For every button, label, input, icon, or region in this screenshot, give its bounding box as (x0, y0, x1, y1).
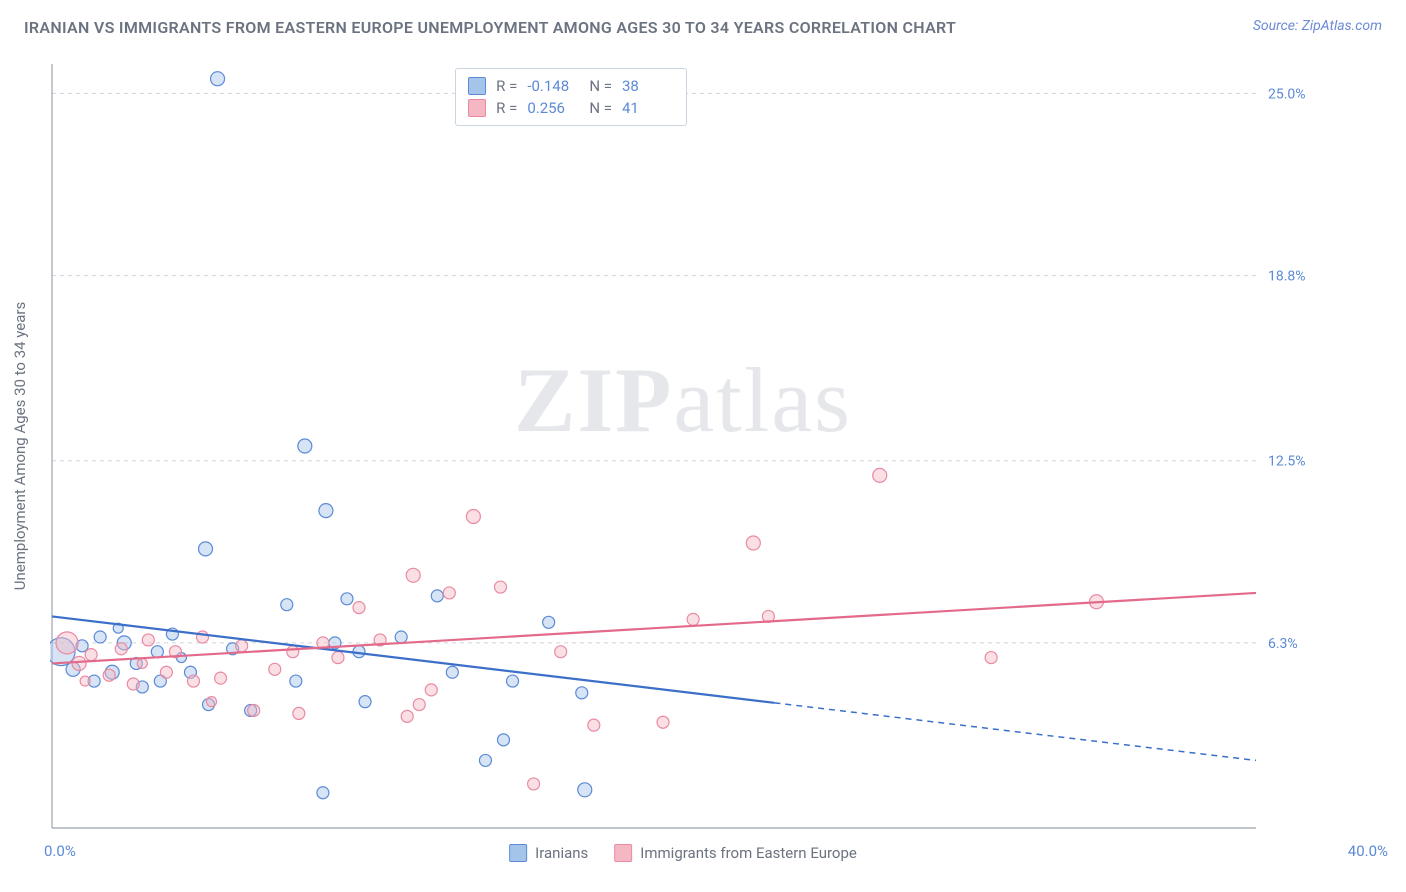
data-point (425, 684, 437, 696)
data-point (85, 649, 97, 661)
data-point (494, 581, 506, 593)
data-point (507, 675, 519, 687)
stat-legend-row: R = 0.256 N = 41 (468, 97, 674, 119)
stat-n-value: 38 (622, 75, 674, 97)
data-point (151, 646, 163, 658)
data-point (142, 634, 154, 646)
data-point (197, 631, 209, 643)
data-point (290, 675, 302, 687)
y-axis-label: Unemployment Among Ages 30 to 34 years (11, 302, 29, 590)
x-end-label: 40.0% (1348, 842, 1388, 860)
stat-r-value: -0.148 (527, 75, 579, 97)
stat-n-label: N = (589, 97, 612, 119)
data-point (332, 652, 344, 664)
data-point (543, 616, 555, 628)
legend-swatch (468, 99, 486, 117)
data-point (395, 631, 407, 643)
data-point (555, 646, 567, 658)
data-point (479, 754, 491, 766)
data-point (873, 468, 887, 482)
data-point (413, 699, 425, 711)
data-point (94, 631, 106, 643)
data-point (406, 568, 420, 582)
data-point (446, 666, 458, 678)
data-point (127, 678, 139, 690)
data-point (657, 716, 669, 728)
data-point (160, 666, 172, 678)
stat-legend: R = -0.148 N = 38 R = 0.256 N = 41 (455, 68, 687, 126)
data-point (72, 656, 86, 670)
trend-line-dashed (774, 703, 1256, 761)
data-point (466, 510, 480, 524)
data-point (293, 707, 305, 719)
data-point (269, 663, 281, 675)
stat-n-value: 41 (622, 97, 674, 119)
y-tick-label: 25.0% (1268, 86, 1306, 102)
data-point (528, 778, 540, 790)
data-point (56, 632, 78, 654)
data-point (985, 652, 997, 664)
data-point (287, 646, 299, 658)
data-point (353, 602, 365, 614)
data-point (317, 787, 329, 799)
legend-swatch (509, 844, 527, 862)
data-point (401, 710, 413, 722)
data-point (137, 658, 147, 668)
data-point (341, 593, 353, 605)
data-point (187, 675, 199, 687)
stat-r-label: R = (496, 97, 517, 119)
data-point (588, 719, 600, 731)
trend-line (52, 593, 1256, 664)
legend-swatch (468, 77, 486, 95)
legend-swatch (614, 844, 632, 862)
data-point (199, 542, 213, 556)
data-point (215, 672, 227, 684)
data-point (103, 669, 115, 681)
legend-label: Iranians (535, 844, 588, 862)
y-tick-label: 18.8% (1268, 269, 1306, 285)
data-point (80, 676, 90, 686)
data-point (207, 697, 217, 707)
data-point (431, 590, 443, 602)
stat-legend-row: R = -0.148 N = 38 (468, 75, 674, 97)
data-point (236, 640, 248, 652)
data-point (359, 696, 371, 708)
data-point (498, 734, 510, 746)
data-point (281, 599, 293, 611)
legend-item: Immigrants from Eastern Europe (614, 844, 857, 862)
y-tick-label: 12.5% (1268, 454, 1306, 470)
data-point (319, 504, 333, 518)
legend-item: Iranians (509, 844, 588, 862)
stat-r-value: 0.256 (527, 97, 579, 119)
stat-n-label: N = (589, 75, 612, 97)
series-legend: Iranians Immigrants from Eastern Europe (509, 844, 857, 862)
stat-r-label: R = (496, 75, 517, 97)
source-link[interactable]: Source: ZipAtlas.com (1253, 18, 1382, 34)
data-point (746, 536, 760, 550)
chart-area: Unemployment Among Ages 30 to 34 years Z… (50, 60, 1316, 832)
data-point (298, 439, 312, 453)
data-point (576, 687, 588, 699)
data-point (687, 613, 699, 625)
legend-label: Immigrants from Eastern Europe (640, 844, 857, 862)
trend-line (52, 616, 774, 702)
data-point (443, 587, 455, 599)
data-point (248, 704, 260, 716)
scatter-plot: 6.3% 12.5% 18.8% 25.0% (50, 60, 1316, 832)
data-point (115, 643, 127, 655)
page-title: IRANIAN VS IMMIGRANTS FROM EASTERN EUROP… (24, 18, 956, 37)
y-tick-label: 6.3% (1268, 636, 1298, 652)
x-start-label: 0.0% (44, 842, 76, 860)
data-point (211, 72, 225, 86)
data-point (578, 783, 592, 797)
